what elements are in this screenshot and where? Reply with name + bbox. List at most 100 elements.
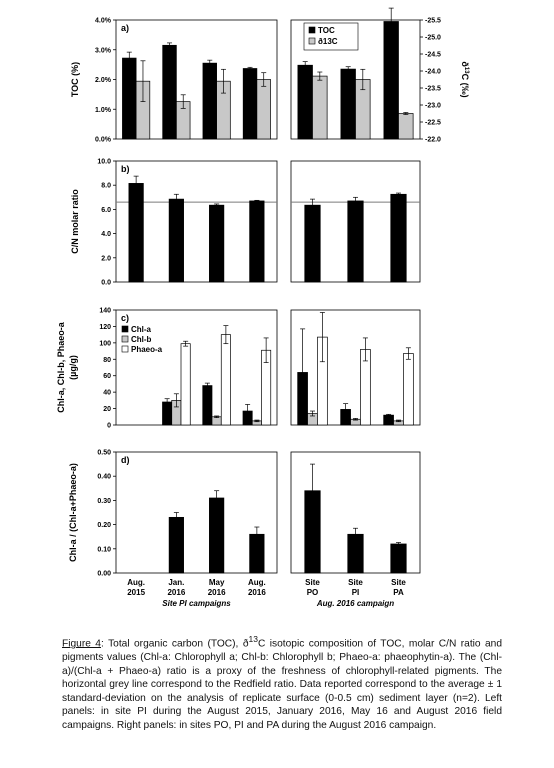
bar [168, 516, 184, 574]
y-tick-label: 0 [107, 423, 111, 430]
bar [220, 334, 231, 426]
panel-label: b) [121, 164, 130, 174]
bar [398, 113, 414, 140]
x-tick-label-line2: 2016 [167, 588, 185, 597]
bar [180, 343, 191, 426]
legend-label: Chl-b [131, 335, 152, 344]
bar [202, 385, 213, 426]
legend-swatch [121, 325, 129, 333]
y2-tick-label: -22.0 [425, 137, 441, 144]
legend-swatch [308, 37, 316, 45]
legend-swatch [308, 26, 316, 34]
y2-tick-label: -23.5 [425, 86, 441, 93]
y-tick-label: 0.40 [97, 474, 111, 481]
bar [122, 57, 137, 140]
y-tick-label: 1.0% [95, 107, 112, 114]
y-tick-label: 20 [103, 406, 111, 413]
y-tick-label: 4.0 [101, 231, 111, 238]
x-tick-label-line1: May [209, 578, 225, 587]
panel-d-chl-ratio: 0.00 0.10 0.20 0.30 0.40 0.50 d) Chl-a / (Chl-a… [68, 450, 421, 578]
y-tick-label: 0.50 [97, 450, 111, 457]
y-axis-label: TOC (%) [70, 62, 80, 97]
x-tick-label-line2: 2015 [127, 588, 145, 597]
legend-box [303, 22, 359, 51]
y-tick-label: 40 [103, 390, 111, 397]
bar [304, 204, 321, 283]
y-tick-label: 60 [103, 373, 111, 380]
y-tick-label: 0.30 [97, 498, 111, 505]
y-tick-label: 8.0 [101, 183, 111, 190]
caption-text-2: C isotopic composition of TOC, molar C/N… [62, 638, 503, 731]
bar [242, 68, 258, 140]
y-tick-label: 0.0% [95, 137, 112, 144]
plot-frame-right [290, 309, 421, 426]
x-tick-label-line2: 2016 [208, 588, 226, 597]
y-tick-label: 140 [99, 308, 111, 315]
bar [390, 543, 407, 574]
y-tick-label: 0.20 [97, 522, 111, 529]
y2-tick-label: -25.5 [425, 18, 441, 25]
panel-label: d) [121, 455, 130, 465]
y-axis-label: Chl-a / (Chl-a+Phaeo-a) [68, 463, 78, 562]
panel-c-pigments: 0 20 40 60 80 100 120 140 c) Chl-a, Chl-b, Phaeo-… [56, 308, 421, 430]
x-group-label: Aug. 2016 campaign [316, 599, 394, 608]
panel-a-toc-d13c: 0.0% 1.0% 2.0% 3.0% 4.0% a) TOC (%) -22.0 -22.5 -… [70, 7, 470, 144]
x-tick-label-line2: PA [393, 588, 404, 597]
caption-text-1: : Total organic carbon (TOC), ð [100, 638, 249, 650]
plot-frame-left [115, 309, 278, 426]
y-tick-label: 3.0% [95, 47, 112, 54]
y-tick-label: 0.10 [97, 546, 111, 553]
y-tick-label: 6.0 [101, 207, 111, 214]
bar [403, 353, 414, 426]
y-tick-label: 100 [99, 340, 111, 347]
bar [297, 64, 313, 140]
y-tick-label: 10.0 [97, 159, 111, 166]
y-tick-label: 0.00 [97, 571, 111, 578]
plot-frame-left [115, 451, 278, 574]
y-tick-label: 120 [99, 324, 111, 331]
panel-label: c) [121, 313, 129, 323]
bar [383, 21, 399, 140]
panel-label: a) [121, 23, 129, 33]
y2-tick-label: -22.5 [425, 120, 441, 127]
y-axis-label: C/N molar ratio [70, 189, 80, 254]
panel-b-cn-ratio: 0.0 2.0 4.0 6.0 8.0 10.0 b) C/N molar ratio [70, 159, 421, 287]
bar [312, 75, 328, 140]
y2-tick-label: -25.0 [425, 35, 441, 42]
y2-label-part: C (‰) [460, 74, 470, 98]
figure-4: 0.0% 1.0% 2.0% 3.0% 4.0% a) TOC (%) -22.0 -22.5 -… [56, 7, 470, 608]
legend-label: Chl-a [131, 325, 152, 334]
legend-label: TOC [318, 26, 335, 35]
x-tick-label-line1: Aug. [248, 578, 266, 587]
bar [162, 44, 177, 140]
legend-swatch [121, 335, 129, 343]
y-axis-label-line2: (µg/g) [68, 355, 78, 380]
bar [202, 62, 217, 140]
caption-sup: 13 [248, 634, 258, 644]
y2-tick-label: -24.0 [425, 69, 441, 76]
x-tick-label-line1: Jan. [168, 578, 184, 587]
y2-tick-label: -23.0 [425, 103, 441, 110]
legend-swatch [121, 345, 129, 353]
bar [340, 68, 356, 140]
x-tick-label-line1: Site [348, 578, 363, 587]
x-tick-label-line1: Aug. [127, 578, 145, 587]
bar [211, 416, 222, 426]
y-tick-label: 0.0 [101, 280, 111, 287]
figure-caption: Figure 4: Total organic carbon (TOC), ð1… [62, 633, 502, 733]
legend-label: ð13C [318, 37, 338, 46]
y2-axis-label: ð13C (‰) [460, 61, 470, 97]
y-axis-label-line1: Chl-a, Chl-b, Phaeo-a [56, 321, 66, 413]
y2-label-sup: 13 [463, 67, 469, 74]
y-tick-label: 2.0 [101, 255, 111, 262]
x-tick-label-line1: Site [305, 578, 320, 587]
y2-label-part: ð [460, 61, 470, 67]
bar [209, 204, 225, 283]
bar [383, 414, 394, 426]
bar [168, 198, 184, 283]
y2-tick-label: -24.5 [425, 52, 441, 59]
legend-label: Phaeo-a [131, 345, 163, 354]
x-tick-label-line2: PO [307, 588, 319, 597]
x-tick-label-line1: Site [391, 578, 406, 587]
